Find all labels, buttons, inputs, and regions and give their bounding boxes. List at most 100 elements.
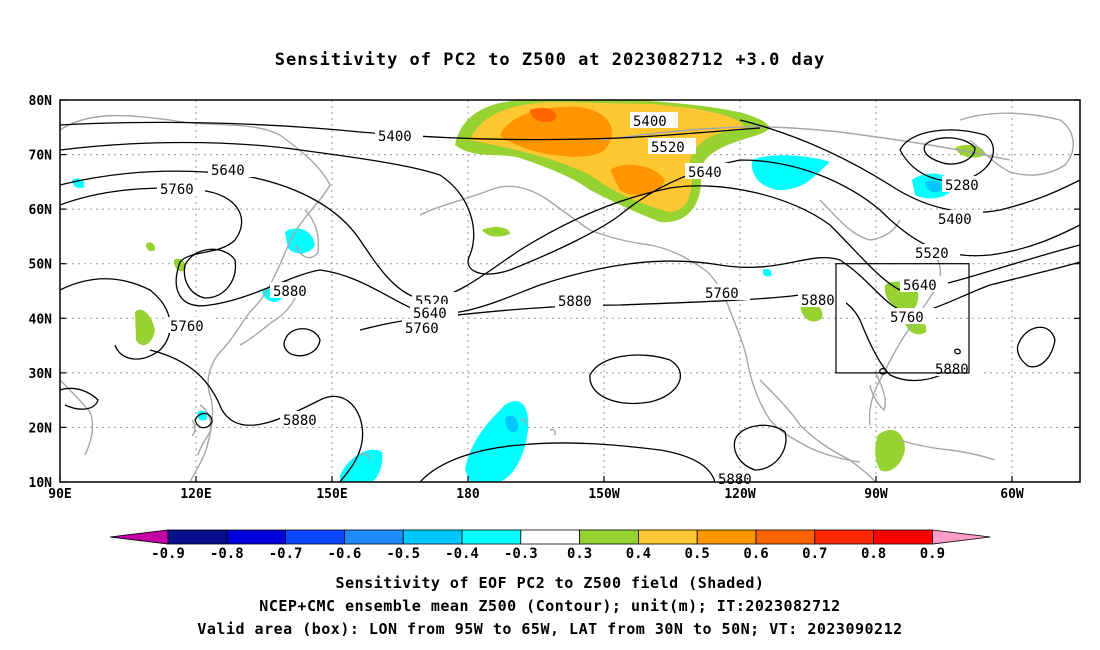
contour-5400-west — [59, 121, 761, 141]
colorbar: -0.9 -0.8 -0.7 -0.6 -0.5 -0.4 -0.3 0.3 0.4 0.5 0.6… — [109, 529, 991, 562]
shade-neg-kamchatka — [285, 228, 315, 254]
contour-5280-low — [899, 129, 994, 182]
colorbar-label: -0.4 — [445, 546, 479, 562]
colorbar-swatch — [638, 529, 698, 545]
lon-label: 90W — [864, 487, 888, 502]
lat-labels: 80N 70N 60N 50N 40N 30N 20N 10N — [29, 94, 53, 491]
colorbar-label: -0.6 — [328, 546, 362, 562]
shade-pos-caribbean — [875, 430, 905, 472]
lat-label: 20N — [29, 421, 53, 436]
lat-label: 40N — [29, 312, 53, 327]
contour-5880-south — [419, 442, 716, 483]
shade-neg-canada — [751, 155, 830, 190]
shade-05-alaska — [500, 106, 612, 157]
shade-pos-pacific-n — [482, 226, 510, 237]
contour-label: 5520 — [651, 140, 685, 156]
shade-pos-asia-2 — [173, 258, 186, 272]
lat-label: 50N — [29, 258, 53, 273]
shade-neg-pacific-2 — [340, 449, 383, 482]
contour-5520 — [59, 141, 1081, 275]
colorbar-label: 0.3 — [567, 546, 592, 562]
colorbar-label: 0.8 — [861, 546, 886, 562]
caption-contour: NCEP+CMC ensemble mean Z500 (Contour); u… — [259, 597, 841, 615]
contour-5880-pacific — [589, 354, 682, 405]
lat-label: 30N — [29, 367, 53, 382]
colorbar-swatch — [167, 529, 228, 545]
contour-5880-mexico — [733, 424, 787, 471]
colorbar-label: -0.8 — [210, 546, 244, 562]
contour-label: 5760 — [170, 319, 204, 335]
colorbar-arrow-left — [109, 529, 169, 545]
shade-pos-gulf — [800, 303, 823, 322]
axis-ticks — [59, 99, 1080, 483]
shade-pos-greenland — [955, 144, 985, 158]
coast-philippines — [197, 404, 212, 456]
shade-neg-labrador-core — [925, 180, 943, 193]
lon-label: 120W — [724, 487, 755, 502]
coast-japan — [239, 281, 299, 346]
lon-labels: 90E 120E 150E 180 150W 120W 90W 60W — [48, 487, 1024, 502]
lon-label: 180 — [456, 487, 480, 502]
contour-label: 5760 — [160, 182, 194, 198]
contour-label: 5640 — [903, 278, 937, 294]
coast-islands-pacific — [359, 418, 556, 461]
shade-neg-pacific-core — [505, 415, 519, 433]
colorbar-swatch — [814, 529, 874, 545]
lon-label: 90E — [48, 487, 71, 502]
lon-label: 150E — [316, 487, 347, 502]
colorbar-swatch — [402, 529, 463, 545]
contour-label: 5880 — [273, 284, 307, 300]
colorbar-label: 0.7 — [802, 546, 827, 562]
shade-05-alaska-2 — [610, 164, 665, 196]
contour-label: 5880 — [558, 294, 592, 310]
contour-label: 5880 — [935, 362, 969, 378]
colorbar-swatch — [755, 529, 816, 545]
shade-neg-small-3 — [762, 268, 772, 277]
contour-label: 5640 — [211, 163, 245, 179]
colorbar-swatch — [696, 529, 757, 545]
shade-pos-asia-1 — [135, 309, 155, 346]
contour-label: 5880 — [718, 472, 752, 488]
lon-label: 150W — [588, 487, 619, 502]
colorbar-swatch — [520, 529, 580, 545]
caption-shaded: Sensitivity of EOF PC2 to Z500 field (Sh… — [335, 574, 765, 592]
colorbar-arrow-right — [932, 529, 991, 545]
valid-area-box — [835, 263, 970, 374]
caption-valid-area: Valid area (box): LON from 95W to 65W, L… — [197, 620, 903, 638]
coast-asia-east — [59, 114, 331, 483]
contour-5400-east — [739, 119, 1081, 214]
coast-kamchatka — [295, 209, 320, 259]
lon-label: 120E — [180, 487, 211, 502]
coast-florida — [869, 371, 886, 412]
map-frame — [59, 99, 1081, 483]
contour-label-group: 5400 5400 5400 5520 5520 5520 5640 5640 … — [157, 112, 990, 488]
colorbar-swatch — [461, 529, 522, 545]
contour-label: 5760 — [405, 321, 439, 337]
shade-06-alaska — [530, 108, 556, 122]
contour-label: 5640 — [413, 306, 447, 322]
contour-label: 5760 — [890, 310, 924, 326]
contour-label: 5760 — [705, 286, 739, 302]
colorbar-label: -0.9 — [151, 546, 185, 562]
contour-5880-atlantic — [1016, 326, 1056, 368]
contour-label: 5400 — [378, 129, 412, 145]
contour-label: 5280 — [945, 178, 979, 194]
colorbar-label: -0.5 — [386, 546, 420, 562]
contour-5760-loop-asia — [183, 248, 237, 299]
colorbar-swatch — [579, 529, 639, 545]
figure-title: Sensitivity of PC2 to Z500 at 2023082712… — [274, 50, 826, 70]
contour-label: 5640 — [688, 165, 722, 181]
lon-label: 60W — [1000, 487, 1024, 502]
lat-label: 80N — [29, 94, 53, 109]
coast-north-america-arctic — [599, 126, 1011, 161]
coast-mexico — [759, 379, 876, 483]
contour-label: 5400 — [633, 114, 667, 130]
contour-label: 5520 — [915, 246, 949, 262]
coast-taiwan — [191, 419, 196, 437]
coast-greenland — [959, 112, 1074, 176]
colorbar-swatch — [226, 529, 287, 545]
shade-pos-asia-3 — [146, 242, 156, 252]
colorbar-label: 0.6 — [743, 546, 768, 562]
coast-caribbean — [899, 439, 996, 461]
